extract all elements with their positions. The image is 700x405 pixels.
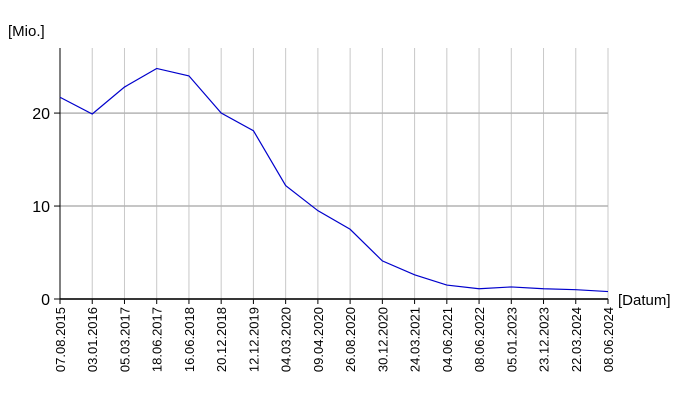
y-tick-label: 20 <box>32 106 50 123</box>
x-tick-label: 08.06.2024 <box>601 307 616 372</box>
x-axis-label: [Datum] <box>618 292 671 309</box>
x-tick-label: 22.03.2024 <box>569 307 584 372</box>
x-tick-label: 24.03.2021 <box>408 307 423 372</box>
x-tick-label: 20.12.2018 <box>214 307 229 372</box>
x-tick-label: 16.06.2018 <box>182 307 197 372</box>
x-tick-label: 05.01.2023 <box>504 307 519 372</box>
x-tick-label: 09.04.2020 <box>311 307 326 372</box>
x-tick-label: 08.06.2022 <box>472 307 487 372</box>
x-tick-label: 18.06.2017 <box>150 307 165 372</box>
x-tick-label: 04.06.2021 <box>440 307 455 372</box>
x-tick-label: 23.12.2023 <box>537 307 552 372</box>
y-tick-label: 0 <box>41 292 50 309</box>
data-line <box>59 67 609 293</box>
x-tick-label: 30.12.2020 <box>375 307 390 372</box>
y-axis-label: [Mio.] <box>8 23 45 40</box>
x-tick-label: 12.12.2019 <box>246 307 261 372</box>
y-tick-label: 10 <box>32 199 50 216</box>
x-tick-label: 03.01.2016 <box>85 307 100 372</box>
x-tick-label: 26.08.2020 <box>343 307 358 372</box>
x-tick-label: 04.03.2020 <box>279 307 294 372</box>
x-tick-label: 05.03.2017 <box>117 307 132 372</box>
x-tick-label: 07.08.2015 <box>53 307 68 372</box>
